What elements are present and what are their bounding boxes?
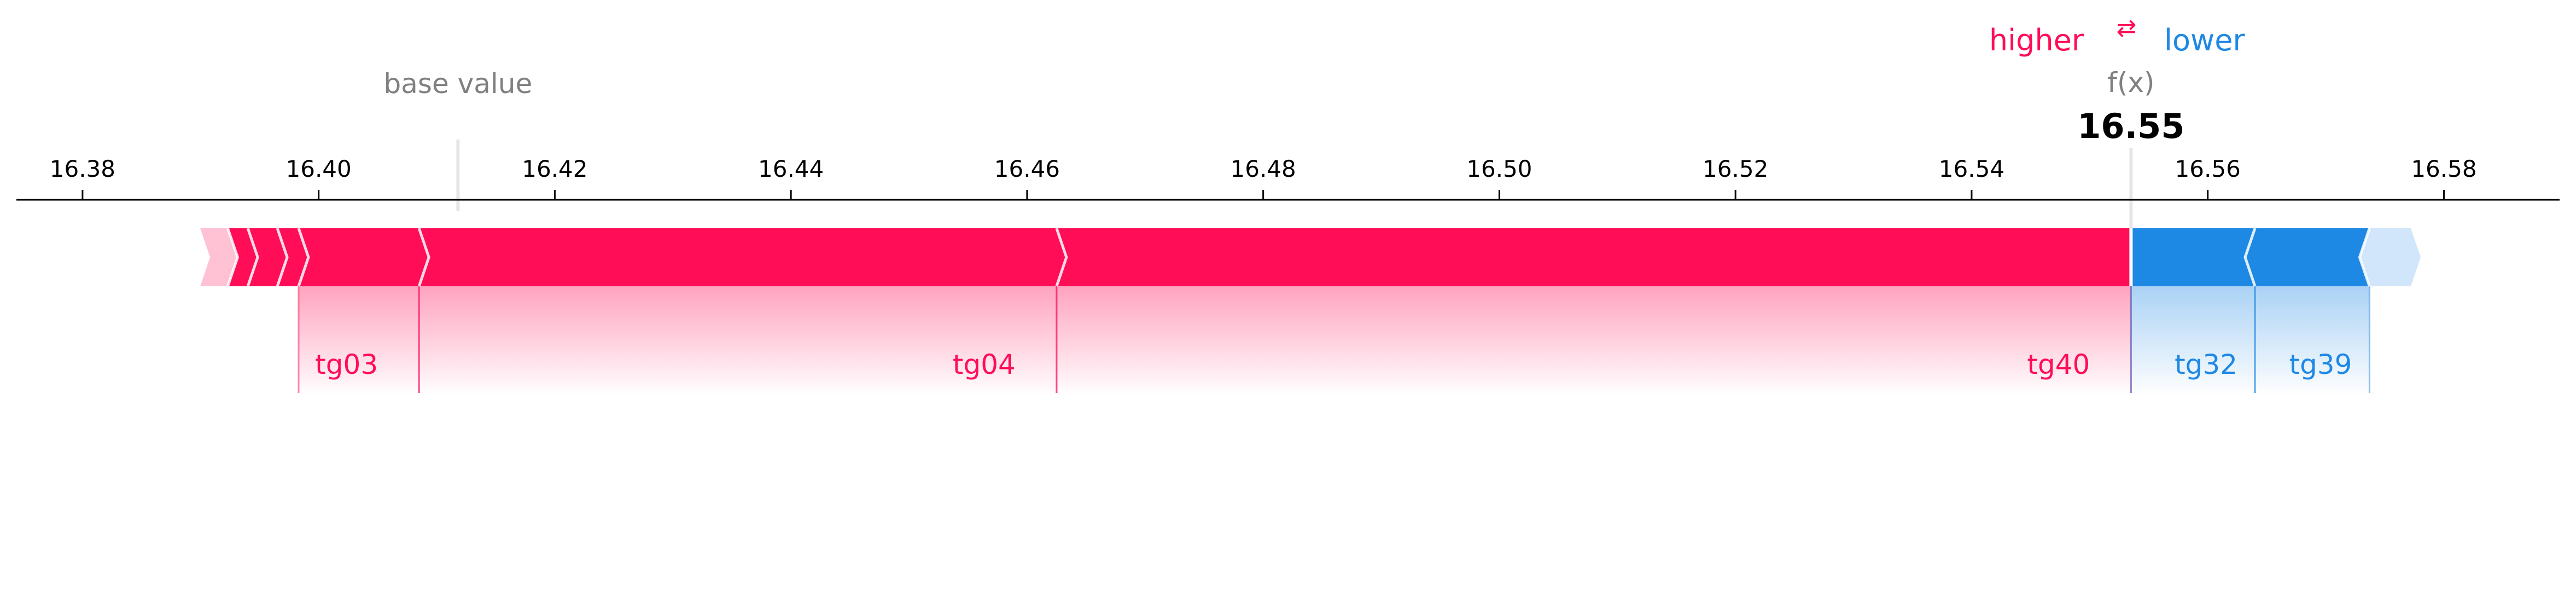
bar-positive — [228, 228, 258, 286]
label-shade-tg03 — [298, 286, 419, 396]
output-value: 16.55 — [2077, 106, 2184, 146]
legend-arrows-icon: ⇄ — [2117, 14, 2137, 42]
bar-negative — [2359, 228, 2421, 286]
x-tick-label: 16.56 — [2175, 155, 2241, 182]
x-axis-ticks: 16.38 16.40 16.42 16.44 16.46 16.48 16.50 16.52… — [50, 155, 2477, 200]
x-tick-label: 16.54 — [1939, 155, 2004, 182]
bar-separator — [246, 228, 259, 287]
feature-label-tg32: tg32 — [2175, 349, 2237, 380]
base-value-label: base value — [384, 68, 533, 100]
x-tick-label: 16.44 — [758, 155, 824, 182]
bar-positive-tg03 — [298, 228, 429, 286]
bar-separator — [417, 228, 430, 287]
bar-positive — [277, 228, 308, 286]
x-tick-label: 16.48 — [1231, 155, 1296, 182]
bar-positive — [200, 228, 238, 286]
label-shade-tg32 — [2131, 286, 2256, 396]
bar-negative-tg39 — [2245, 228, 2370, 286]
bar-separator — [276, 228, 289, 287]
bar-separator — [226, 228, 240, 287]
feature-label-shades — [298, 286, 2370, 396]
feature-label-tg40: tg40 — [2027, 349, 2090, 380]
feature-label-tg03: tg03 — [315, 349, 378, 380]
x-tick-label: 16.58 — [2411, 155, 2476, 182]
label-shade-tg39 — [2255, 286, 2370, 396]
bar-separator — [2358, 228, 2371, 287]
bar-negative-tg32 — [2131, 228, 2256, 286]
x-tick-label: 16.42 — [522, 155, 587, 182]
feature-label-tg04: tg04 — [953, 349, 1016, 380]
x-tick-label: 16.46 — [994, 155, 1060, 182]
label-shade-tg40 — [1056, 286, 2131, 396]
bar-positive — [248, 228, 288, 286]
bar-separator — [297, 228, 310, 287]
feature-label-tg39: tg39 — [2289, 349, 2352, 380]
x-tick-label: 16.52 — [1703, 155, 1768, 182]
x-tick-label: 16.50 — [1466, 155, 1532, 182]
feature-labels: tg03 tg04 tg40 tg32 tg39 — [315, 349, 2352, 380]
bar-separator — [2243, 228, 2257, 287]
bar-separator — [1055, 228, 1068, 287]
legend-higher-label: higher — [1989, 23, 2084, 57]
output-label: f(x) — [2107, 67, 2154, 99]
bar-positive-tg40 — [1056, 228, 2131, 286]
label-shade-tg04 — [419, 286, 1057, 396]
force-bars — [200, 228, 2421, 287]
svg-text:⇄: ⇄ — [2117, 14, 2137, 42]
x-tick-label: 16.40 — [286, 155, 352, 182]
bar-positive-tg04 — [419, 228, 1066, 286]
x-tick-label: 16.38 — [50, 155, 115, 182]
legend-lower-label: lower — [2164, 23, 2245, 57]
